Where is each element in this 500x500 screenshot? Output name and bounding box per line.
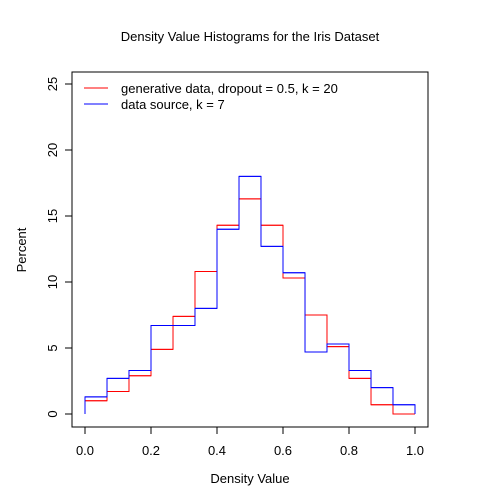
- series-generative: [84, 198, 415, 415]
- series-step-line: [84, 198, 415, 415]
- legend-label-data-source: data source, k = 7: [121, 97, 225, 112]
- legend-label-generative: generative data, dropout = 0.5, k = 20: [121, 81, 338, 96]
- y-axis-title: Percent: [14, 227, 29, 272]
- y-tick-label: 15: [45, 209, 60, 223]
- x-tick-label: 0.0: [76, 443, 94, 458]
- x-tick-label: 0.6: [274, 443, 292, 458]
- chart-title: Density Value Histograms for the Iris Da…: [121, 29, 380, 44]
- legend: generative data, dropout = 0.5, k = 20 d…: [84, 81, 338, 112]
- y-tick-label: 10: [45, 275, 60, 289]
- y-tick-label: 0: [45, 410, 60, 417]
- x-axis: 0.0 0.2 0.4 0.6 0.8 1.0: [76, 426, 424, 458]
- x-axis-title: Density Value: [210, 471, 289, 486]
- x-tick-label: 0.2: [142, 443, 160, 458]
- y-tick-label: 20: [45, 143, 60, 157]
- series-layer: [84, 175, 416, 415]
- y-tick-label: 25: [45, 77, 60, 91]
- y-axis: 0 5 10 15 20 25: [45, 77, 73, 418]
- x-tick-label: 0.8: [340, 443, 358, 458]
- x-tick-label: 0.4: [208, 443, 226, 458]
- x-tick-label: 1.0: [406, 443, 424, 458]
- y-tick-label: 5: [45, 344, 60, 351]
- plot-frame: [71, 71, 429, 428]
- series-data-source: [84, 175, 416, 414]
